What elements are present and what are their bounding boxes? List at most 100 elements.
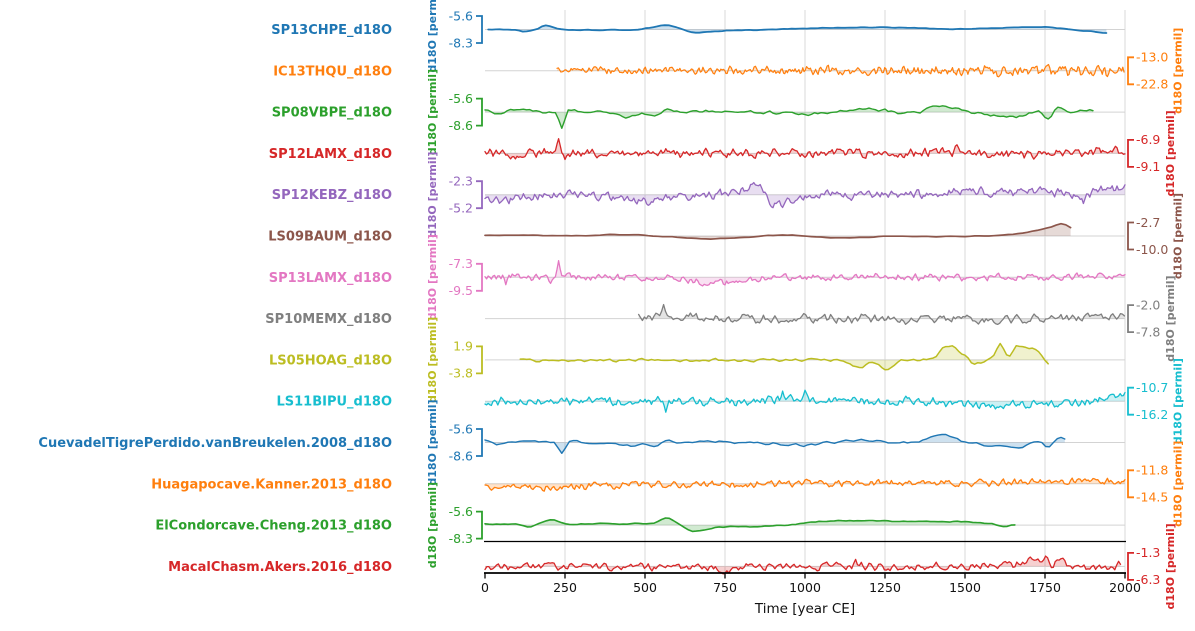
y-tick-label: -2.7 bbox=[1136, 215, 1160, 230]
series-label: SP12LAMX_d18O bbox=[269, 147, 392, 162]
series-fill bbox=[485, 105, 1093, 129]
series-fill bbox=[485, 182, 1125, 208]
y-axis-bracket bbox=[1127, 221, 1134, 251]
y-axis-bracket bbox=[476, 428, 483, 457]
x-tick-label: 250 bbox=[553, 580, 577, 595]
series-fill bbox=[638, 304, 1125, 325]
series-line bbox=[487, 24, 1108, 34]
y-tick-label: -8.3 bbox=[449, 531, 473, 546]
y-axis-title: d18O [permil] bbox=[426, 482, 439, 568]
y-tick-label: -10.0 bbox=[1136, 242, 1168, 257]
series-panel: -5.6 -8.3 d18O [permil] SP13CHPE_d18O bbox=[271, 0, 1125, 73]
y-tick-label: -7.3 bbox=[449, 256, 473, 271]
x-tick-label: 750 bbox=[713, 580, 737, 595]
series-fill bbox=[485, 138, 1125, 160]
series-panel: -5.6 -8.6 d18O [permil] CuevadelTigrePerdid… bbox=[38, 399, 1125, 486]
series-panels: -5.6 -8.3 d18O [permil] SP13CHPE_d18O -13.0 -… bbox=[38, 0, 1184, 609]
y-axis-bracket bbox=[476, 15, 483, 44]
y-axis-bracket bbox=[476, 97, 483, 127]
series-label: SP13LAMX_d18O bbox=[269, 271, 392, 286]
series-label: SP10MEMX_d18O bbox=[265, 312, 392, 327]
y-tick-label: -6.3 bbox=[1136, 572, 1160, 587]
series-panel: -5.6 -8.6 d18O [permil] SP08VBPE_d18O bbox=[272, 69, 1125, 155]
y-axis-bracket bbox=[1127, 139, 1134, 168]
series-label: Huagapocave.Kanner.2013_d18O bbox=[151, 477, 392, 492]
series-label: LS09BAUM_d18O bbox=[268, 230, 392, 245]
y-tick-label: -9.1 bbox=[1136, 159, 1160, 174]
series-panel: -10.7 -16.2 d18O [permil] LS11BIPU_d18O bbox=[276, 358, 1184, 444]
x-tick-label: 2000 bbox=[1109, 580, 1141, 595]
series-fill bbox=[485, 556, 1121, 574]
y-axis-bracket bbox=[476, 262, 483, 292]
y-tick-label: -5.2 bbox=[449, 201, 473, 216]
x-tick-label: 1000 bbox=[789, 580, 821, 595]
grid-lines bbox=[564, 10, 1126, 573]
y-tick-label: -9.5 bbox=[449, 283, 473, 298]
series-panel: -6.9 -9.1 d18O [permil] SP12LAMX_d18O bbox=[269, 110, 1177, 196]
series-line bbox=[556, 63, 1125, 78]
y-axis-bracket bbox=[476, 345, 483, 375]
x-tick-label: 1500 bbox=[949, 580, 981, 595]
series-fill bbox=[485, 390, 1125, 413]
y-tick-label: -2.0 bbox=[1136, 297, 1160, 312]
y-axis-bracket bbox=[1127, 469, 1134, 499]
y-axis-title: d18O [permil] bbox=[426, 399, 439, 485]
series-label: LS05HOAG_d18O bbox=[269, 353, 392, 368]
y-axis-title: d18O [permil] bbox=[1172, 441, 1185, 527]
series-panel: -5.6 -8.3 d18O [permil] ElCondorcave.Cheng.… bbox=[155, 482, 1125, 568]
series-line bbox=[484, 555, 1122, 575]
x-tick-label: 1750 bbox=[1029, 580, 1061, 595]
x-tick-label: 500 bbox=[633, 580, 657, 595]
y-tick-label: -22.8 bbox=[1136, 77, 1168, 92]
y-axis-title: d18O [permil] bbox=[426, 152, 439, 238]
series-label: SP13CHPE_d18O bbox=[271, 23, 392, 38]
series-panel: -2.0 -7.8 d18O [permil] SP10MEMX_d18O bbox=[265, 276, 1177, 362]
x-axis-title: Time [year CE] bbox=[754, 601, 855, 617]
series-panel: -13.0 -22.8 d18O [permil] IC13THQU_d18O bbox=[273, 28, 1184, 114]
series-line bbox=[484, 477, 1126, 492]
x-axis: 0 250 500 750 1000 1250 1500 1750 2000 Time [year… bbox=[481, 540, 1141, 617]
y-tick-label: 1.9 bbox=[453, 339, 473, 354]
y-tick-label: -8.6 bbox=[449, 118, 473, 133]
series-panel: -7.3 -9.5 d18O [permil] SP13LAMX_d18O bbox=[269, 234, 1126, 320]
y-tick-label: -5.6 bbox=[449, 91, 473, 106]
series-line bbox=[637, 303, 1126, 326]
series-line bbox=[484, 105, 1094, 129]
y-tick-label: -3.8 bbox=[449, 366, 473, 381]
series-label: CuevadelTigrePerdido.vanBreukelen.2008_d… bbox=[38, 436, 392, 451]
series-line bbox=[484, 389, 1126, 413]
y-tick-label: -6.9 bbox=[1136, 132, 1160, 147]
y-tick-label: -14.5 bbox=[1136, 490, 1168, 505]
y-tick-label: -16.2 bbox=[1136, 407, 1168, 422]
y-tick-label: -5.6 bbox=[449, 8, 473, 23]
y-axis-bracket bbox=[476, 180, 483, 210]
series-line bbox=[484, 138, 1126, 161]
series-panel: -2.7 -10.0 d18O [permil] LS09BAUM_d18O bbox=[268, 193, 1184, 279]
series-panel: 1.9 -3.8 d18O [permil] LS05HOAG_d18O bbox=[269, 317, 1125, 403]
series-line bbox=[519, 342, 1049, 371]
series-panel: -11.8 -14.5 d18O [permil] Huagapocave.Kanne… bbox=[151, 441, 1184, 527]
series-label: SP12KEBZ_d18O bbox=[272, 188, 392, 203]
series-fill bbox=[520, 343, 1049, 370]
y-tick-label: -10.7 bbox=[1136, 380, 1168, 395]
series-panel: -2.3 -5.2 d18O [permil] SP12KEBZ_d18O bbox=[272, 152, 1126, 238]
series-label: MacalChasm.Akers.2016_d18O bbox=[168, 560, 392, 575]
y-axis-title: d18O [permil] bbox=[426, 317, 439, 403]
y-tick-label: -8.3 bbox=[449, 35, 473, 50]
series-label: IC13THQU_d18O bbox=[273, 64, 392, 79]
y-axis-title: d18O [permil] bbox=[426, 234, 439, 320]
series-line bbox=[484, 222, 1072, 240]
series-line bbox=[484, 260, 1126, 287]
series-line bbox=[484, 181, 1126, 209]
series-fill bbox=[557, 64, 1124, 77]
y-axis-title: d18O [permil] bbox=[1164, 523, 1177, 609]
y-axis-title: d18O [permil] bbox=[426, 69, 439, 155]
y-axis-bracket bbox=[1127, 386, 1134, 416]
y-tick-label: -2.3 bbox=[449, 174, 473, 189]
y-tick-label: -13.0 bbox=[1136, 50, 1168, 65]
y-axis-title: d18O [permil] bbox=[1172, 358, 1185, 444]
y-axis-title: d18O [permil] bbox=[1172, 193, 1185, 279]
y-axis-bracket bbox=[1127, 552, 1134, 581]
